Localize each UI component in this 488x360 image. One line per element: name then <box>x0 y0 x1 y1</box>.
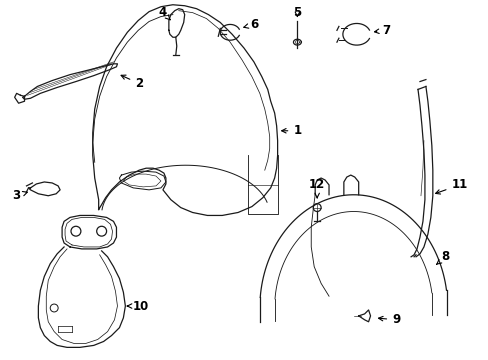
Text: 8: 8 <box>436 250 449 264</box>
Text: 12: 12 <box>308 179 325 198</box>
Text: 5: 5 <box>293 6 301 19</box>
Text: 10: 10 <box>127 300 149 312</box>
Text: 1: 1 <box>281 124 301 137</box>
Text: 2: 2 <box>121 75 143 90</box>
Text: 11: 11 <box>435 179 467 194</box>
Text: 3: 3 <box>13 189 27 202</box>
Text: 4: 4 <box>159 6 170 20</box>
Text: 9: 9 <box>378 313 400 326</box>
Text: 7: 7 <box>374 24 389 37</box>
Text: 6: 6 <box>244 18 258 31</box>
